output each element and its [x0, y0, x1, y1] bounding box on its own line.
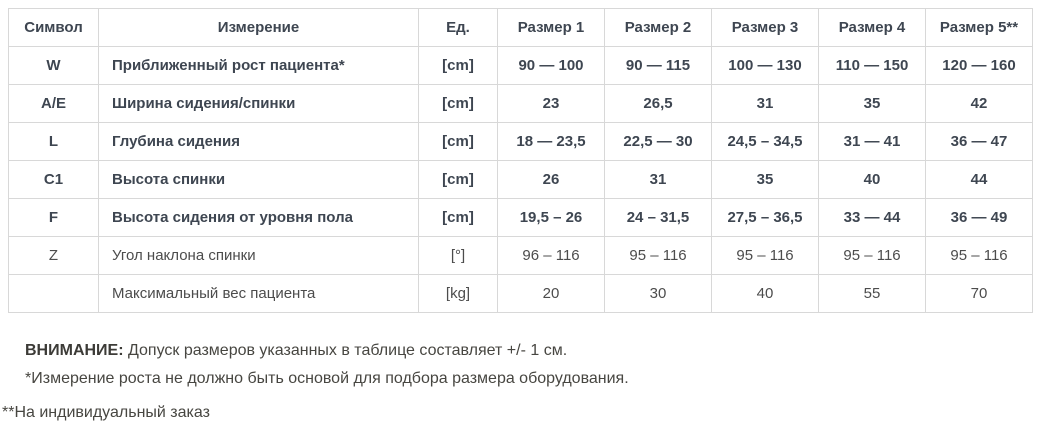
value-cell: 18 — 23,5 [497, 122, 605, 161]
symbol-cell [8, 274, 99, 313]
unit-cell: [cm] [418, 122, 498, 161]
table-header-row: Символ Измерение Ед. Размер 1 Размер 2 Р… [8, 8, 1033, 47]
symbol-cell: L [8, 122, 99, 161]
footnote-height-measurement: *Измерение роста не должно быть основой … [25, 370, 629, 387]
value-cell: 100 — 130 [711, 46, 819, 85]
measurement-cell: Приближенный рост пациента* [98, 46, 419, 85]
value-cell: 20 [497, 274, 605, 313]
value-cell: 33 — 44 [818, 198, 926, 237]
footnote-custom-order: **На индивидуальный заказ [2, 404, 210, 421]
value-cell: 40 [711, 274, 819, 313]
unit-cell: [cm] [418, 198, 498, 237]
value-cell: 23 [497, 84, 605, 123]
value-cell: 24 – 31,5 [604, 198, 712, 237]
value-cell: 95 – 116 [818, 236, 926, 275]
value-cell: 19,5 – 26 [497, 198, 605, 237]
value-cell: 26 [497, 160, 605, 199]
column-header-size5: Размер 5** [925, 8, 1033, 47]
measurement-cell: Высота спинки [98, 160, 419, 199]
table-notes: ВНИМАНИЕ: Допуск размеров указанных в та… [25, 337, 1040, 393]
value-cell: 95 – 116 [925, 236, 1033, 275]
value-cell: 96 – 116 [497, 236, 605, 275]
value-cell: 22,5 — 30 [604, 122, 712, 161]
measurement-cell: Ширина сидения/спинки [98, 84, 419, 123]
value-cell: 24,5 – 34,5 [711, 122, 819, 161]
value-cell: 44 [925, 160, 1033, 199]
value-cell: 30 [604, 274, 712, 313]
value-cell: 35 [711, 160, 819, 199]
column-header-unit: Ед. [418, 8, 498, 47]
size-specification-table: Символ Измерение Ед. Размер 1 Размер 2 Р… [8, 8, 1033, 313]
column-header-size3: Размер 3 [711, 8, 819, 47]
value-cell: 26,5 [604, 84, 712, 123]
symbol-cell: Z [8, 236, 99, 275]
value-cell: 70 [925, 274, 1033, 313]
value-cell: 35 [818, 84, 926, 123]
value-cell: 36 — 49 [925, 198, 1033, 237]
value-cell: 90 — 100 [497, 46, 605, 85]
column-header-measurement: Измерение [98, 8, 419, 47]
value-cell: 27,5 – 36,5 [711, 198, 819, 237]
value-cell: 31 [711, 84, 819, 123]
value-cell: 110 — 150 [818, 46, 926, 85]
value-cell: 36 — 47 [925, 122, 1033, 161]
measurement-cell: Глубина сидения [98, 122, 419, 161]
value-cell: 95 – 116 [711, 236, 819, 275]
measurement-cell: Максимальный вес пациента [98, 274, 419, 313]
symbol-cell: C1 [8, 160, 99, 199]
value-cell: 90 — 115 [604, 46, 712, 85]
table-row-seat-depth: L Глубина сидения [cm] 18 — 23,5 22,5 — … [8, 122, 1033, 161]
value-cell: 55 [818, 274, 926, 313]
symbol-cell: F [8, 198, 99, 237]
table-row-backrest-height: C1 Высота спинки [cm] 26 31 35 40 44 [8, 160, 1033, 199]
column-header-size4: Размер 4 [818, 8, 926, 47]
value-cell: 42 [925, 84, 1033, 123]
measurement-cell: Высота сидения от уровня пола [98, 198, 419, 237]
table-row-seat-height: F Высота сидения от уровня пола [cm] 19,… [8, 198, 1033, 237]
column-header-size2: Размер 2 [604, 8, 712, 47]
unit-cell: [cm] [418, 84, 498, 123]
unit-cell: [°] [418, 236, 498, 275]
value-cell: 120 — 160 [925, 46, 1033, 85]
column-header-symbol: Символ [8, 8, 99, 47]
unit-cell: [kg] [418, 274, 498, 313]
symbol-cell: W [8, 46, 99, 85]
column-header-size1: Размер 1 [497, 8, 605, 47]
value-cell: 31 — 41 [818, 122, 926, 161]
attention-note: ВНИМАНИЕ: Допуск размеров указанных в та… [25, 337, 1040, 365]
attention-text: Допуск размеров указанных в таблице сост… [123, 342, 568, 359]
table-row-seat-width: A/E Ширина сидения/спинки [cm] 23 26,5 3… [8, 84, 1033, 123]
table-row-backrest-angle: Z Угол наклона спинки [°] 96 – 116 95 – … [8, 236, 1033, 275]
value-cell: 40 [818, 160, 926, 199]
measurement-cell: Угол наклона спинки [98, 236, 419, 275]
value-cell: 95 – 116 [604, 236, 712, 275]
table-row-patient-height: W Приближенный рост пациента* [cm] 90 — … [8, 46, 1033, 85]
unit-cell: [cm] [418, 160, 498, 199]
attention-label: ВНИМАНИЕ: [25, 342, 124, 359]
value-cell: 31 [604, 160, 712, 199]
table-row-max-weight: Максимальный вес пациента [kg] 20 30 40 … [8, 274, 1033, 313]
unit-cell: [cm] [418, 46, 498, 85]
symbol-cell: A/E [8, 84, 99, 123]
